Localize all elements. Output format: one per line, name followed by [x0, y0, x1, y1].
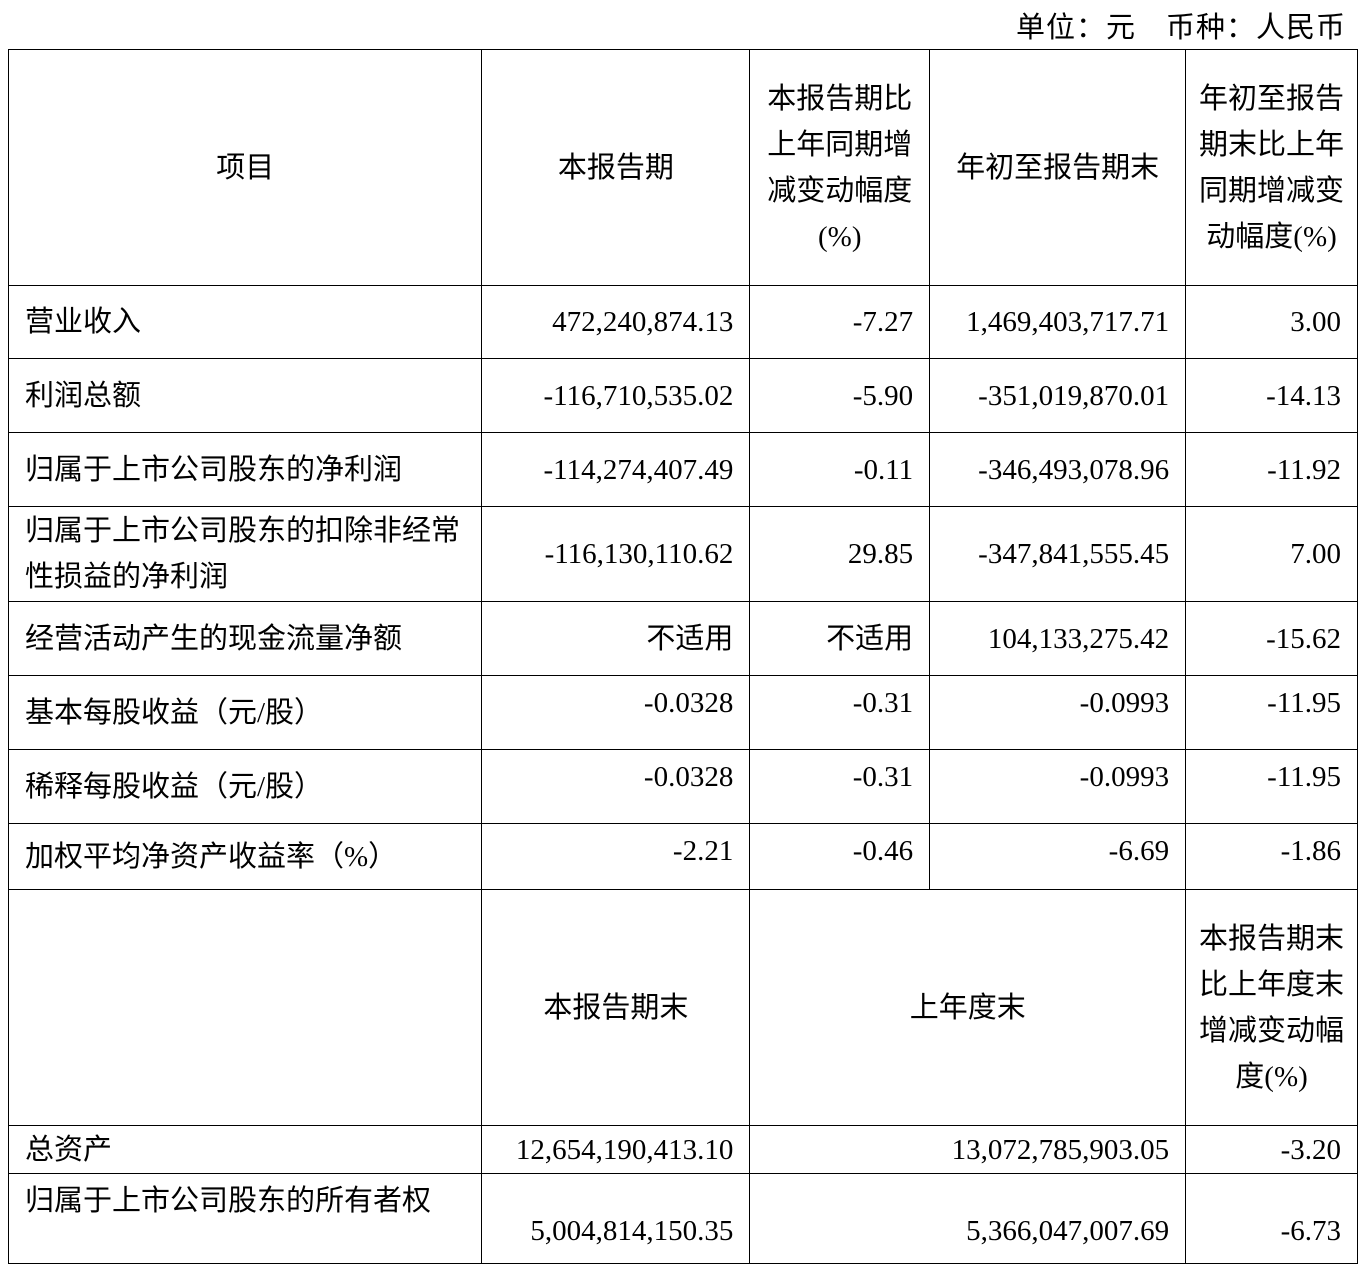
current-period-value: 不适用 — [481, 601, 751, 676]
table-row: 归属于上市公司股东的扣除非经常性损益的净利润 -116,130,110.62 29.… — [7, 506, 1358, 602]
current-period-value: -114,274,407.49 — [481, 432, 751, 507]
row-label: 加权平均净资产收益率（%） — [7, 823, 483, 890]
header-period-end: 本报告期末 — [481, 889, 751, 1126]
current-change-value: -7.27 — [749, 285, 931, 359]
row-label: 经营活动产生的现金流量净额 — [7, 601, 483, 676]
table-row: 基本每股收益（元/股） -0.0328 -0.31 -0.0993 -11.95 — [7, 675, 1358, 750]
table-row: 稀释每股收益（元/股） -0.0328 -0.31 -0.0993 -11.95 — [7, 749, 1358, 824]
current-change-value: 不适用 — [749, 601, 931, 676]
ytd-change-value: -11.95 — [1185, 675, 1358, 750]
table-row: 总资产 12,654,190,413.10 13,072,785,903.05 -3.… — [7, 1125, 1358, 1174]
header-ytd: 年初至报告期末 — [929, 49, 1187, 286]
table-row: 利润总额 -116,710,535.02 -5.90 -351,019,870.01-… — [7, 358, 1358, 433]
table-header-row: 项目 本报告期 本报告期比上年同期增减变动幅度(%) 年初至报告期末 年初至报告… — [7, 49, 1358, 286]
header-current-period: 本报告期 — [481, 49, 751, 286]
balance-change-value: -6.73 — [1185, 1173, 1358, 1264]
ytd-value: 1,469,403,717.71 — [929, 285, 1187, 359]
current-period-value: -0.0328 — [481, 675, 751, 750]
current-change-value: -0.11 — [749, 432, 931, 507]
table-row: 归属于上市公司股东的所有者权 5,004,814,150.35 5,366,047,… — [7, 1173, 1358, 1264]
ytd-change-value: -1.86 — [1185, 823, 1358, 890]
table-row: 加权平均净资产收益率（%） -2.21 -0.46 -6.69 -1.86 — [7, 823, 1358, 890]
unit-currency-caption: 单位：元 币种：人民币 — [1015, 12, 1346, 44]
header-current-change: 本报告期比上年同期增减变动幅度(%) — [749, 49, 931, 286]
period-end-value: 5,004,814,150.35 — [481, 1173, 751, 1264]
table-row: 经营活动产生的现金流量净额 不适用 不适用 104,133,275.42 -15.62 — [7, 601, 1358, 676]
ytd-change-value: -11.95 — [1185, 749, 1358, 824]
ytd-value: -351,019,870.01 — [929, 358, 1187, 433]
current-change-value: -5.90 — [749, 358, 931, 433]
row-label: 基本每股收益（元/股） — [7, 675, 483, 750]
ytd-change-value: -11.92 — [1185, 432, 1358, 507]
ytd-value: 104,133,275.42 — [929, 601, 1187, 676]
row-label: 归属于上市公司股东的所有者权 — [7, 1173, 483, 1264]
header-item: 项目 — [7, 49, 483, 286]
ytd-change-value: -14.13 — [1185, 358, 1358, 433]
current-change-value: -0.46 — [749, 823, 931, 890]
header-balance-change: 本报告期末比上年度末增减变动幅度(%) — [1185, 889, 1358, 1126]
table-row: 营业收入 472,240,874.13 -7.27 1,469,403,717.71 3… — [7, 285, 1358, 359]
table-row: 归属于上市公司股东的净利润 -114,274,407.49 -0.11 -346,49… — [7, 432, 1358, 507]
row-label: 营业收入 — [7, 285, 483, 359]
current-period-value: -116,130,110.62 — [481, 506, 751, 602]
ytd-value: -346,493,078.96 — [929, 432, 1187, 507]
current-period-value: -2.21 — [481, 823, 751, 890]
current-period-value: -0.0328 — [481, 749, 751, 824]
current-change-value: 29.85 — [749, 506, 931, 602]
ytd-change-value: 7.00 — [1185, 506, 1358, 602]
current-change-value: -0.31 — [749, 675, 931, 750]
period-end-value: 12,654,190,413.10 — [481, 1125, 751, 1174]
header-blank — [7, 889, 483, 1126]
row-label: 总资产 — [7, 1125, 483, 1174]
prior-year-end-value: 13,072,785,903.05 — [749, 1125, 1187, 1174]
header-ytd-change: 年初至报告期末比上年同期增减变动幅度(%) — [1185, 49, 1358, 286]
row-label: 稀释每股收益（元/股） — [7, 749, 483, 824]
balance-header-row: 本报告期末 上年度末 本报告期末比上年度末增减变动幅度(%) — [7, 889, 1358, 1126]
balance-change-value: -3.20 — [1185, 1125, 1358, 1174]
prior-year-end-value: 5,366,047,007.69 — [749, 1173, 1187, 1264]
ytd-value: -0.0993 — [929, 675, 1187, 750]
ytd-value: -0.0993 — [929, 749, 1187, 824]
current-period-value: -116,710,535.02 — [481, 358, 751, 433]
row-label: 归属于上市公司股东的净利润 — [7, 432, 483, 507]
current-change-value: -0.31 — [749, 749, 931, 824]
ytd-value: -347,841,555.45 — [929, 506, 1187, 602]
ytd-change-value: -15.62 — [1185, 601, 1358, 676]
ytd-value: -6.69 — [929, 823, 1187, 890]
header-prior-year-end: 上年度末 — [749, 889, 1187, 1126]
row-label: 利润总额 — [7, 358, 483, 433]
row-label: 归属于上市公司股东的扣除非经常性损益的净利润 — [7, 506, 483, 602]
financial-data-table: 项目 本报告期 本报告期比上年同期增减变动幅度(%) 年初至报告期末 年初至报告… — [7, 49, 1358, 1264]
current-period-value: 472,240,874.13 — [481, 285, 751, 359]
ytd-change-value: 3.00 — [1185, 285, 1358, 359]
